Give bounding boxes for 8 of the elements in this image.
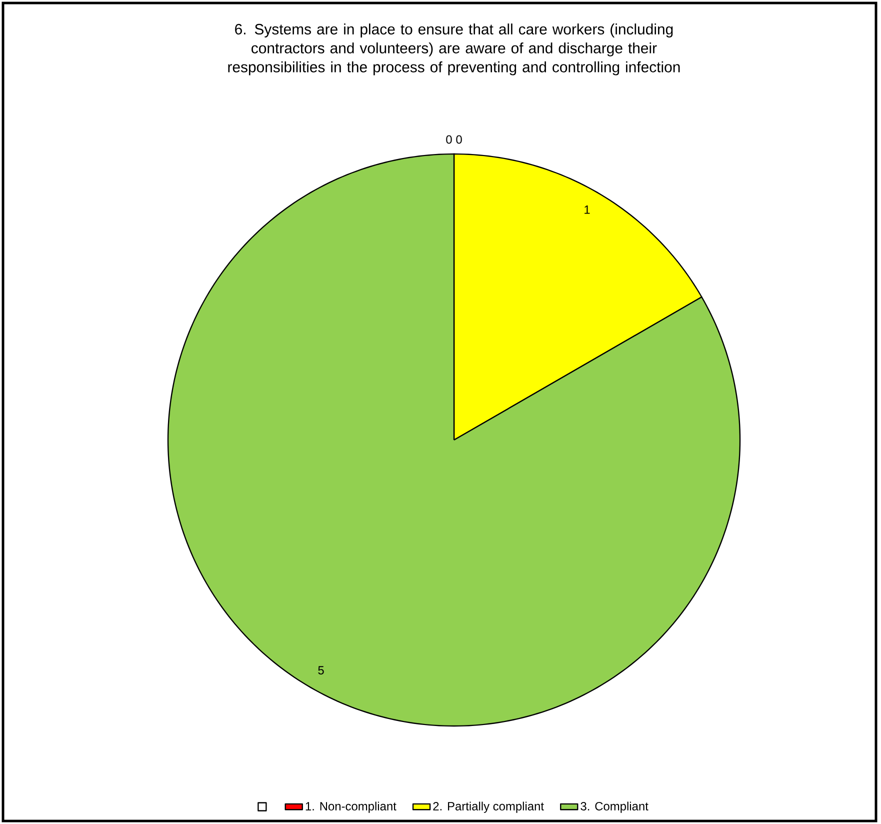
text: 0: [456, 135, 462, 144]
data-label: 5: [318, 666, 324, 675]
legend-label: 2. Partially compliant: [433, 802, 544, 813]
chart-title: 6. Systems are in place to ensure that all care workers (including contractors and volunteers) are aware of and discharge their responsibilities in the process of preventing and controlling infection: [228, 24, 680, 76]
data-label: 1: [584, 206, 590, 214]
legend-label: 3. Compliant: [580, 802, 648, 813]
text: 0: [446, 135, 452, 144]
legend-label: 1. Non-compliant: [306, 802, 396, 813]
